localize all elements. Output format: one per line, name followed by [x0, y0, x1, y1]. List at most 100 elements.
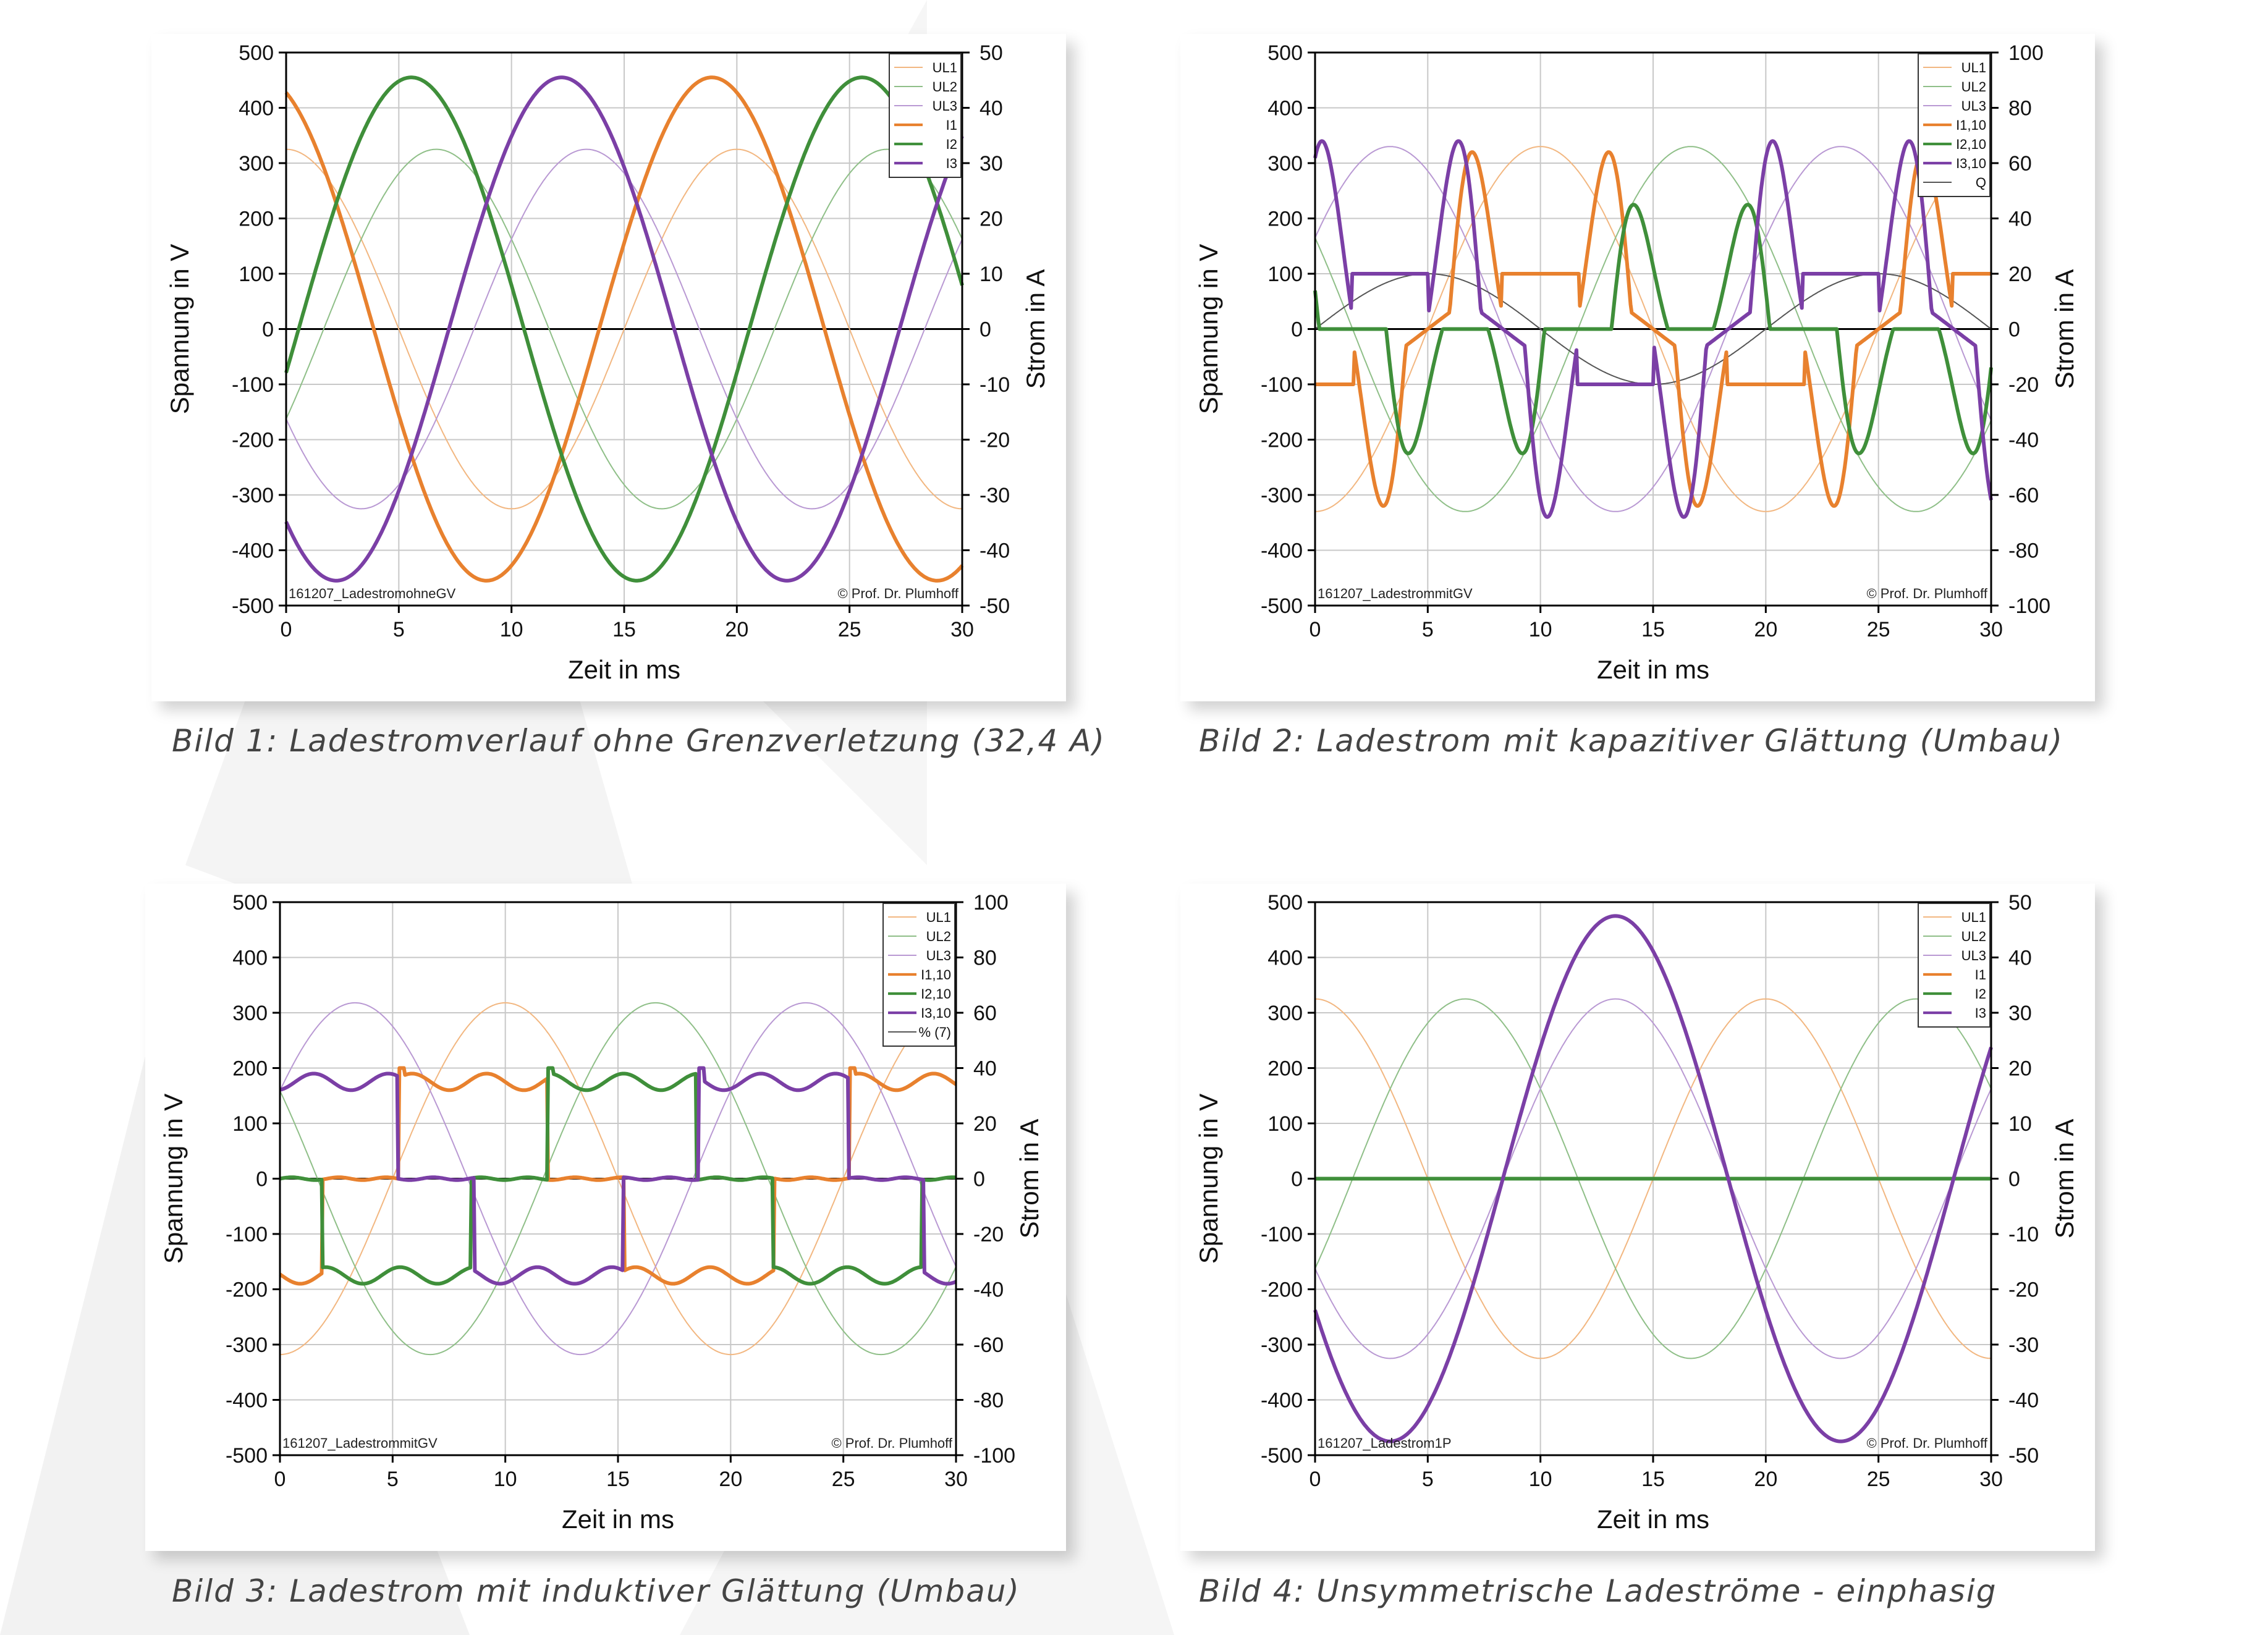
y-axis-label: Spannung in V [1194, 1094, 1223, 1264]
series-line-i1 [284, 75, 964, 583]
y2-tick-label: 100 [2008, 41, 2044, 65]
y-tick-label: 200 [239, 208, 274, 231]
x-axis-label: Zeit in ms [562, 1505, 674, 1534]
y2-tick-label: -80 [973, 1389, 1004, 1413]
y-tick-label: 200 [1267, 1057, 1303, 1081]
legend-label: UL3 [1961, 948, 1986, 963]
legend: UL1 UL2 UL3 I1 I2 I3 [1918, 903, 1991, 1028]
legend-label: UL1 [1961, 910, 1986, 925]
x-tick-label: 15 [612, 618, 636, 641]
chart-panel-3: 500 400 300 200 100 0 -100 -200 -300 -400 -500 100 8… [145, 884, 1066, 1551]
y2-tick-label: 0 [2008, 1168, 2020, 1191]
y-tick-label: -500 [1261, 1444, 1303, 1468]
y-tick-label: 500 [239, 41, 274, 65]
legend-label: I2 [1975, 986, 1986, 1002]
series-line-ul3 [1314, 146, 1992, 512]
legend-label: UL3 [933, 98, 957, 114]
y2-tick-label: -60 [2008, 484, 2039, 507]
y2-tick-label: -20 [973, 1223, 1004, 1246]
caption-2: Bild 2: Ladestrom mit kapazitiver Glättu… [1199, 723, 2064, 759]
y2-tick-label: 20 [980, 208, 1003, 231]
series-line-i2-10 [279, 1066, 957, 1286]
y2-tick-label: -10 [980, 373, 1010, 397]
x-tick-label: 25 [838, 618, 861, 641]
x-tick-label: 30 [1979, 618, 2003, 641]
series-line-ul3 [1314, 998, 1992, 1359]
y2-tick-label: 10 [980, 263, 1003, 286]
x-tick-label: 10 [494, 1468, 517, 1491]
y-tick-label: -100 [1261, 373, 1303, 397]
series-line-i2-10 [1313, 203, 1993, 455]
y-tick-label: -300 [1261, 1333, 1303, 1357]
y-tick-label: -100 [1261, 1223, 1303, 1246]
copyright-note: © Prof. Dr. Plumhoff [1866, 1435, 1987, 1451]
legend-label: I2 [946, 137, 957, 152]
y2-tick-label: 50 [980, 41, 1003, 65]
y-tick-label: -400 [1261, 1389, 1303, 1413]
caption-4: Bild 4: Unsymmetrische Ladeströme - einp… [1199, 1573, 1997, 1609]
series-line-ul2 [1314, 998, 1992, 1359]
y2-tick-label: -20 [2008, 1278, 2039, 1302]
y-tick-label: -300 [232, 484, 274, 507]
y-tick-label: -500 [232, 594, 274, 618]
y2-tick-label: -40 [2008, 1389, 2039, 1413]
y2-tick-label: 20 [973, 1112, 997, 1136]
legend-label: UL1 [926, 910, 951, 925]
x-tick-label: 0 [1310, 618, 1321, 641]
y2-tick-label: 80 [973, 947, 997, 970]
y2-tick-label: -40 [2008, 429, 2039, 452]
y2-axis-label: Strom in A [2050, 1119, 2079, 1239]
legend-box [1918, 903, 1991, 1028]
copyright-note: © Prof. Dr. Plumhoff [837, 586, 958, 601]
series-line-i3 [284, 75, 964, 583]
y-tick-label: 400 [1267, 947, 1303, 970]
x-axis-label: Zeit in ms [1597, 1505, 1709, 1534]
legend: UL1 UL2 UL3 I1 I2 I3 [889, 53, 962, 178]
y-tick-label: 300 [232, 1002, 268, 1025]
y2-tick-label: -100 [973, 1444, 1015, 1468]
caption-1: Bild 1: Ladestromverlauf ohne Grenzverle… [172, 723, 1106, 759]
y-tick-label: 300 [1267, 152, 1303, 175]
x-tick-label: 20 [719, 1468, 742, 1491]
y-tick-label: 200 [232, 1057, 268, 1081]
file-note: 161207_LadestrommitGV [1318, 586, 1473, 601]
y-tick-label: 0 [1291, 318, 1303, 342]
y-tick-label: -400 [226, 1389, 268, 1413]
copyright-note: © Prof. Dr. Plumhoff [1866, 586, 1987, 601]
x-tick-label: 0 [1310, 1468, 1321, 1491]
x-tick-label: 15 [1641, 618, 1665, 641]
y-tick-label: 0 [256, 1168, 268, 1191]
legend-label: I1,10 [1956, 117, 1986, 133]
y-tick-label: -200 [1261, 1278, 1303, 1302]
series-line-i3-10 [279, 1066, 957, 1286]
y-tick-label: -100 [232, 373, 274, 397]
y2-tick-label: 40 [973, 1057, 997, 1081]
legend-label: I2,10 [1956, 137, 1986, 152]
y-tick-label: 100 [239, 263, 274, 286]
y-axis-label: Spannung in V [159, 1094, 188, 1264]
y-tick-label: 400 [239, 97, 274, 120]
legend-label: I1 [1975, 967, 1986, 982]
chart-panel-1: 500 400 300 200 100 0 -100 -200 -300 -400 -500 50 40… [151, 34, 1066, 701]
legend-label: I2,10 [921, 986, 951, 1002]
y-tick-label: -100 [226, 1223, 268, 1246]
y2-tick-label: -30 [980, 484, 1010, 507]
y2-tick-label: 100 [973, 891, 1009, 915]
y2-tick-label: 60 [973, 1002, 997, 1025]
y-tick-label: -400 [232, 539, 274, 563]
y-tick-label: 500 [1267, 41, 1303, 65]
legend-label: UL2 [933, 79, 957, 95]
y-tick-label: 100 [232, 1112, 268, 1136]
legend-label: I3 [1975, 1005, 1986, 1021]
file-note: 161207_Ladestrom1P [1318, 1435, 1452, 1451]
x-tick-label: 30 [944, 1468, 968, 1491]
y-tick-label: 0 [262, 318, 274, 342]
x-tick-label: 20 [1754, 1468, 1777, 1491]
series-line-i3 [1313, 914, 1993, 1443]
y-tick-label: 500 [1267, 891, 1303, 915]
x-tick-label: 30 [950, 618, 974, 641]
y2-tick-label: -10 [2008, 1223, 2039, 1246]
series-line-i2 [284, 75, 964, 583]
legend: UL1 UL2 UL3 I1,10 I2,10 I3,10 Q [1918, 53, 1991, 197]
y2-tick-label: 80 [2008, 97, 2032, 120]
